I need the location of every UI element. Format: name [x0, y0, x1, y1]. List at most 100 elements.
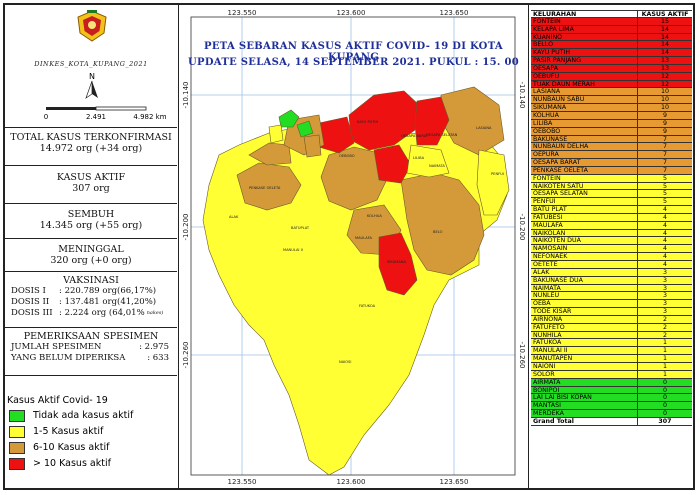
row-value: 14: [660, 41, 669, 49]
pemeriksaan-value: : 633: [147, 353, 169, 363]
total-value: 307: [658, 417, 672, 425]
row-name: MAULAFA: [531, 221, 638, 229]
row-name: AIRNONA: [531, 315, 638, 323]
row-value: 10: [660, 88, 669, 96]
row-value: 3: [662, 268, 667, 276]
row-value: 1: [662, 355, 667, 363]
row-value: 9: [662, 111, 667, 119]
table-total: Grand Total 307: [531, 417, 692, 426]
region-brown-central: [320, 146, 390, 211]
place-label: ALAK: [229, 215, 239, 219]
row-name: OEBUFU: [531, 72, 638, 80]
row-name: NUNBAUN SABU: [531, 96, 638, 104]
row-name: FATUFETO: [531, 323, 638, 331]
region-brown-west2: [248, 142, 292, 166]
row-value: 9: [662, 127, 667, 135]
row-value: 1: [662, 362, 667, 370]
vaksin-note: nakes): [146, 310, 164, 316]
row-value: 7: [662, 166, 667, 174]
table-row: BAKUNASE DUA 3: [531, 276, 692, 285]
table-row: SOLOR 1: [531, 370, 692, 379]
table-row: PENKASE OELETA 7: [531, 166, 692, 175]
place-label: NAIOSI: [339, 360, 351, 364]
region-mixed-brown: [303, 134, 322, 158]
row-name: OESAPA SELATAN: [531, 190, 638, 198]
row-name: NAMOSAIN: [531, 245, 638, 253]
region-brown-east: [400, 172, 485, 276]
row-name: FONTEIN: [531, 174, 638, 182]
row-value: 9: [662, 119, 667, 127]
meninggal-value: 320 org (+0 org): [50, 255, 132, 266]
place-label: SIKUMANA: [387, 260, 406, 264]
map-canvas[interactable]: 123.550 123.600 123.650 123.550 123.600 …: [179, 5, 527, 488]
row-name: PENFUI: [531, 198, 638, 206]
legend-label: Tidak ada kasus aktif: [33, 410, 134, 421]
vaksin-value: : 2.224 org (64,01%: [59, 308, 145, 318]
table-row: NAIMATA 3: [531, 284, 692, 293]
row-name: MANTASI: [531, 402, 638, 410]
lon-tick-bottom: 123.550: [228, 478, 257, 486]
row-value: 10: [660, 104, 669, 112]
legend-swatch: [9, 457, 25, 470]
legend-item: > 10 Kasus aktif: [9, 457, 111, 470]
pemeriksaan-label: YANG BELUM DIPERIKSA: [11, 353, 126, 363]
total-title: TOTAL KASUS TERKONFIRMASI: [10, 132, 172, 143]
row-value: 0: [662, 410, 667, 418]
row-name: PASIR PANJANG: [531, 57, 638, 64]
row-name: FATUBESI: [531, 213, 638, 221]
row-name: BAKUNASE DUA: [531, 276, 638, 284]
table-row: AIRMATA 0: [531, 378, 692, 387]
table-row: LILIBA 9: [531, 119, 692, 128]
scale-bar: 0 2.491 4.982 km: [44, 106, 167, 121]
place-labels: LASIANA OESAPA SELATAN PENFUI NAIMATA BE…: [229, 120, 504, 364]
table-row: NUNBAUN SABU 10: [531, 96, 692, 105]
row-name: NUNHILA: [531, 331, 638, 339]
row-value: 14: [660, 25, 669, 33]
region-shapes: [202, 86, 510, 476]
row-name: NAIMATA: [531, 284, 638, 292]
row-name: BAKUNASE: [531, 135, 638, 143]
row-name: KAYU PUTIH: [531, 49, 638, 57]
place-label: KOLHUA: [367, 214, 382, 218]
table-row: MANUTAPEN 1: [531, 355, 692, 363]
vaksin-row: DOSIS II : 137.481 org(41,20%): [5, 297, 177, 308]
info-panel: DINKES_KOTA_KUPANG_2021 N 0 2.491 4.982 …: [5, 5, 177, 488]
legend-item: 1-5 Kasus aktif: [9, 425, 103, 438]
row-value: 3: [662, 292, 667, 300]
legend-title: Kasus Aktif Covid- 19: [7, 395, 108, 406]
row-value: 4: [662, 237, 667, 245]
table-row: OEPURA 7: [531, 151, 692, 160]
sembuh-value: 14.345 org (+55 org): [39, 220, 143, 231]
table-row: MANTASI 0: [531, 402, 692, 411]
table-row: KUANINO 14: [531, 33, 692, 42]
row-name: BATU PLAT: [531, 206, 638, 213]
table-row: OESAPA 13: [531, 64, 692, 73]
row-name: LAI LAI BISI KOPAN: [531, 394, 638, 402]
row-value: 10: [660, 96, 669, 104]
map-title: PETA SEBARAN KASUS AKTIF COVID- 19 DI KO…: [204, 41, 503, 63]
lat-tick-right: -10.140: [518, 81, 526, 108]
table-row: NAIKOLAN 4: [531, 229, 692, 238]
row-name: TODE KISAR: [531, 308, 638, 315]
scale-2: 4.982 km: [133, 113, 166, 121]
row-value: 7: [662, 143, 667, 151]
table-row: BONIPOI 0: [531, 386, 692, 395]
table-row: FATUFETO 2: [531, 323, 692, 332]
region-red-north1: [348, 90, 420, 151]
meninggal-title: MENINGGAL: [58, 244, 124, 255]
row-value: 4: [662, 206, 667, 214]
row-name: NEFONAEK: [531, 253, 638, 260]
place-label: LILIBA: [413, 156, 425, 160]
legend-label: > 10 Kasus aktif: [33, 458, 111, 469]
aktif-title: KASUS AKTIF: [56, 172, 126, 183]
row-name: NAIKOTEN SATU: [531, 182, 638, 190]
row-value: 3: [662, 308, 667, 316]
scale-0: 0: [44, 113, 48, 121]
row-value: 1: [662, 347, 667, 355]
row-value: 12: [660, 72, 669, 80]
sembuh-title: SEMBUH: [67, 209, 115, 220]
vaksin-value: : 137.481 org(41,20%): [59, 297, 157, 307]
row-value: 2: [662, 323, 667, 331]
place-label: PENFUI: [491, 172, 504, 176]
scale-1: 2.491: [86, 113, 106, 121]
